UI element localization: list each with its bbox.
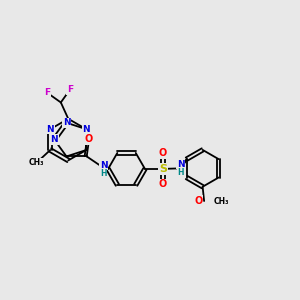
Text: CH₃: CH₃	[214, 196, 229, 206]
Text: N: N	[46, 125, 54, 134]
Text: CH₃: CH₃	[29, 158, 45, 167]
Text: N: N	[100, 161, 107, 170]
Text: N: N	[82, 125, 90, 134]
Text: N: N	[50, 135, 58, 144]
Text: F: F	[67, 85, 73, 94]
Text: O: O	[159, 179, 167, 189]
Text: H: H	[177, 168, 184, 177]
Text: N: N	[63, 118, 70, 127]
Text: N: N	[177, 160, 184, 169]
Text: F: F	[44, 88, 50, 98]
Text: O: O	[195, 196, 203, 206]
Text: O: O	[85, 134, 93, 144]
Text: O: O	[159, 148, 167, 158]
Text: H: H	[100, 169, 107, 178]
Text: S: S	[159, 164, 167, 174]
